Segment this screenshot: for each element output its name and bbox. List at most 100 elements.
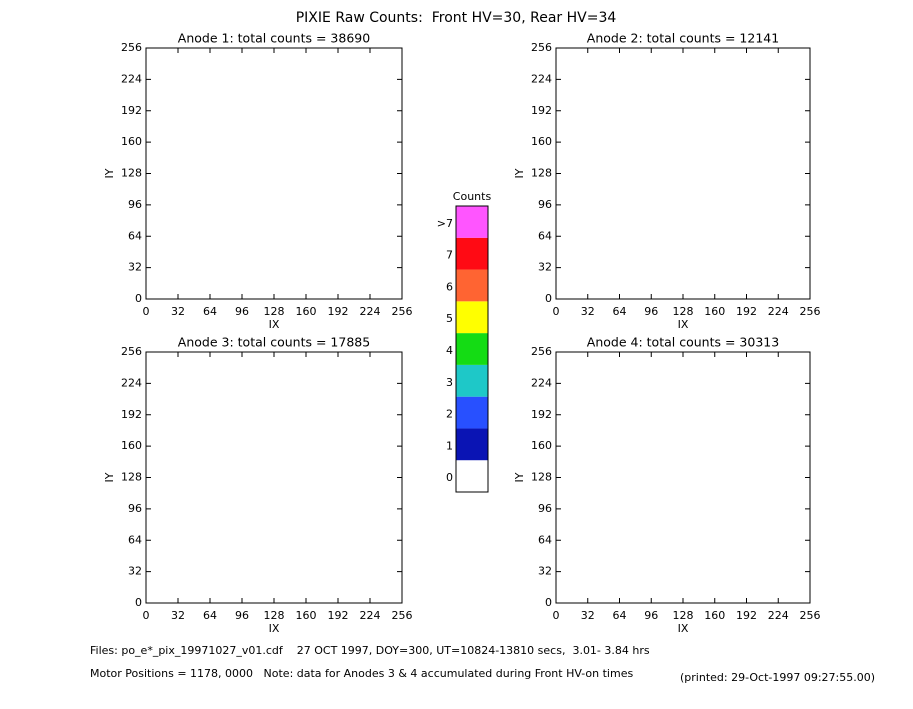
y-axis-label: IY <box>513 472 526 482</box>
x-tick-label: 0 <box>143 305 150 318</box>
x-tick-label: 64 <box>203 609 217 622</box>
color-swatch <box>456 333 488 365</box>
colorbar-label: 1 <box>446 439 453 452</box>
x-axis-label: IX <box>269 622 280 635</box>
y-tick-label: 128 <box>531 471 552 484</box>
panel-title: Anode 3: total counts = 17885 <box>178 335 370 350</box>
y-tick-label: 224 <box>121 72 142 85</box>
colorbar-frame <box>455 205 489 493</box>
y-tick-label: 224 <box>121 376 142 389</box>
y-tick-label: 256 <box>531 41 552 54</box>
x-tick-label: 160 <box>704 609 725 622</box>
y-tick-label: 96 <box>128 502 142 515</box>
x-axis-label: IX <box>678 622 689 635</box>
x-tick-label: 224 <box>360 609 381 622</box>
y-tick-label: 160 <box>531 439 552 452</box>
x-tick-label: 224 <box>768 305 789 318</box>
y-tick-label: 32 <box>128 261 142 274</box>
y-axis-label: IY <box>513 168 526 178</box>
footer-printed: (printed: 29-Oct-1997 09:27:55.00) <box>680 671 875 684</box>
x-tick-label: 64 <box>203 305 217 318</box>
x-axis-label: IX <box>269 318 280 331</box>
x-tick-label: 32 <box>171 609 185 622</box>
y-tick-label: 128 <box>121 167 142 180</box>
y-tick-label: 256 <box>121 41 142 54</box>
x-tick-label: 160 <box>296 609 317 622</box>
plot-area <box>145 47 403 300</box>
y-tick-label: 96 <box>128 198 142 211</box>
x-tick-label: 256 <box>800 609 821 622</box>
colorbar-label: 2 <box>446 408 453 421</box>
plot-area <box>145 351 403 604</box>
x-tick-label: 32 <box>581 609 595 622</box>
x-tick-label: 160 <box>704 305 725 318</box>
colorbar-label: 3 <box>446 376 453 389</box>
main-title: PIXIE Raw Counts: Front HV=30, Rear HV=3… <box>296 10 617 26</box>
color-swatch <box>456 460 488 492</box>
y-tick-label: 192 <box>531 104 552 117</box>
colorbar-label: 6 <box>446 280 453 293</box>
y-tick-label: 256 <box>121 345 142 358</box>
x-tick-label: 128 <box>264 305 285 318</box>
plot-area <box>555 47 811 300</box>
x-tick-label: 128 <box>264 609 285 622</box>
x-tick-label: 256 <box>392 305 413 318</box>
y-tick-label: 224 <box>531 376 552 389</box>
y-tick-label: 160 <box>531 135 552 148</box>
color-swatch <box>456 206 488 238</box>
y-tick-label: 64 <box>128 533 142 546</box>
x-tick-label: 192 <box>328 609 349 622</box>
x-tick-label: 96 <box>644 305 658 318</box>
panel-title: Anode 1: total counts = 38690 <box>178 31 370 46</box>
y-tick-label: 192 <box>531 408 552 421</box>
colorbar-label: 7 <box>446 249 453 262</box>
y-tick-label: 32 <box>538 565 552 578</box>
x-axis-label: IX <box>678 318 689 331</box>
colorbar-label: 4 <box>446 344 453 357</box>
x-tick-label: 128 <box>673 609 694 622</box>
panel-title: Anode 4: total counts = 30313 <box>587 335 779 350</box>
x-tick-label: 0 <box>143 609 150 622</box>
y-tick-label: 128 <box>531 167 552 180</box>
y-tick-label: 64 <box>538 533 552 546</box>
x-tick-label: 0 <box>553 305 560 318</box>
y-tick-label: 128 <box>121 471 142 484</box>
y-axis-label: IY <box>103 472 116 482</box>
y-tick-label: 64 <box>538 229 552 242</box>
x-tick-label: 96 <box>644 609 658 622</box>
y-tick-label: 192 <box>121 408 142 421</box>
x-tick-label: 192 <box>736 305 757 318</box>
x-tick-label: 0 <box>553 609 560 622</box>
color-swatch <box>456 301 488 334</box>
y-tick-label: 32 <box>538 261 552 274</box>
color-swatch <box>456 428 488 461</box>
y-tick-label: 0 <box>135 292 142 305</box>
plot-area <box>555 351 811 604</box>
y-tick-label: 96 <box>538 502 552 515</box>
x-tick-label: 224 <box>768 609 789 622</box>
x-tick-label: 64 <box>613 609 627 622</box>
colorbar-label: 5 <box>446 312 453 325</box>
y-tick-label: 0 <box>545 596 552 609</box>
colorbar-label: >7 <box>437 217 453 230</box>
y-tick-label: 0 <box>545 292 552 305</box>
x-tick-label: 96 <box>235 305 249 318</box>
y-axis-label: IY <box>103 168 116 178</box>
x-tick-label: 192 <box>328 305 349 318</box>
x-tick-label: 256 <box>392 609 413 622</box>
y-tick-label: 32 <box>128 565 142 578</box>
footer-motor: Motor Positions = 1178, 0000 Note: data … <box>90 667 633 680</box>
color-swatch <box>456 364 488 397</box>
color-swatch <box>456 396 488 429</box>
x-tick-label: 224 <box>360 305 381 318</box>
y-tick-label: 256 <box>531 345 552 358</box>
x-tick-label: 64 <box>613 305 627 318</box>
y-tick-label: 160 <box>121 439 142 452</box>
colorbar-label: 0 <box>446 471 453 484</box>
color-swatch <box>456 237 488 270</box>
colorbar-title: Counts <box>453 190 492 203</box>
x-tick-label: 128 <box>673 305 694 318</box>
x-tick-label: 32 <box>581 305 595 318</box>
